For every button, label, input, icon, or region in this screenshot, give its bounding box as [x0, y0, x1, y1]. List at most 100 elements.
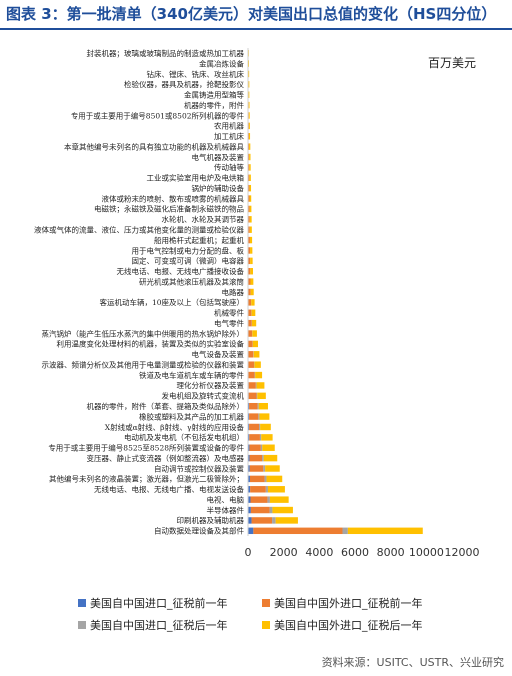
- bar-segment: [251, 319, 257, 327]
- legend-label: 美国自中国外进口_征税前一年: [274, 596, 423, 610]
- legend-swatch: [262, 599, 270, 607]
- bar-segment: [260, 444, 263, 451]
- bar-segment: [248, 319, 252, 327]
- category-label: X射线或α射线、β射线、γ射线的应用设备: [105, 422, 245, 432]
- bar-segment: [248, 184, 250, 192]
- category-label: 半导体器件: [207, 505, 245, 515]
- bar-segment: [248, 164, 250, 171]
- bar-segment: [248, 70, 250, 78]
- bar-segment: [248, 496, 251, 503]
- category-label: 变压器、静止式变流器（例如整流器）及电感器: [87, 453, 245, 463]
- bar-segment: [248, 216, 250, 223]
- bar-segment: [272, 517, 276, 524]
- bar-segment: [251, 309, 256, 316]
- category-label: 液体或粉末的喷射、散布或喷雾的机械器具: [102, 193, 245, 203]
- category-label: 电气零件: [214, 318, 244, 328]
- bar-segment: [259, 413, 270, 420]
- bar-segment: [249, 475, 265, 483]
- bar-segment: [265, 486, 268, 493]
- bar-segment: [272, 506, 293, 514]
- category-label: 电气机器及装置: [192, 152, 245, 162]
- category-label: 蒸汽锅炉（能产生低压水蒸汽的集中供暖用的热水锅炉除外）: [42, 328, 245, 338]
- category-label: 机器的零件，附件: [184, 100, 244, 110]
- bar-segment: [253, 527, 343, 535]
- bar-segment: [269, 506, 273, 514]
- bar-segment: [249, 236, 253, 244]
- legend-swatch: [78, 621, 86, 629]
- bar-segment: [254, 361, 261, 368]
- chart-title: 图表 3：第一批清单（340亿美元）对美国出口总值的变化（HS四分位）: [6, 5, 497, 23]
- bar-segment: [248, 288, 251, 296]
- bar-segment: [248, 247, 251, 254]
- bar-segment: [248, 60, 249, 67]
- bar-segment: [248, 486, 251, 493]
- category-label: 电动机及发电机（不包括发电机组）: [124, 432, 244, 442]
- bar-segment: [248, 268, 251, 275]
- bar-segment: [250, 288, 254, 296]
- bar-segment: [248, 351, 254, 358]
- category-label: 金属冶炼设备: [199, 58, 244, 68]
- category-label: 传动轴等: [214, 162, 244, 172]
- bar-segment: [262, 444, 275, 451]
- bar-segment: [249, 164, 251, 171]
- bar-segment: [248, 205, 250, 213]
- bar-segment: [249, 454, 263, 462]
- category-label: 农用机器: [214, 121, 244, 131]
- x-tick-label: 4000: [305, 546, 333, 559]
- legend-swatch: [78, 599, 86, 607]
- bar-segment: [257, 392, 266, 400]
- bar-segment: [269, 496, 289, 503]
- category-label: 电磁铁；永磁铁及磁化后准备制永磁铁的物品: [94, 204, 244, 214]
- bar-segment: [248, 382, 256, 389]
- category-label: 自动调节或控制仪器及装置: [154, 463, 244, 473]
- bar-segment: [248, 517, 252, 524]
- bar-segment: [248, 527, 254, 535]
- bar-segment: [248, 506, 251, 514]
- category-label: 船用桅杆式起重机；起重机: [154, 235, 244, 245]
- category-label: 工业或实验室用电炉及电烘箱: [147, 173, 245, 183]
- category-label: 电路器: [222, 287, 245, 297]
- legend-label: 美国自中国进口_征税前一年: [90, 596, 228, 610]
- category-label: 锅炉的辅助设备: [192, 183, 245, 193]
- x-axis-ticks: 0 2000 4000 6000 8000 10000 12000: [245, 546, 480, 559]
- category-label: 印刷机器及辅助机器: [177, 515, 245, 525]
- bar-segment: [264, 475, 267, 483]
- bar-segment: [252, 330, 257, 337]
- bar-segment: [249, 413, 259, 420]
- bar-segment: [248, 143, 250, 150]
- bar-segment: [248, 434, 250, 441]
- bar-segment: [248, 112, 250, 119]
- bar-segment: [253, 351, 260, 358]
- bar-segment: [258, 402, 268, 410]
- bar-segment: [256, 382, 265, 389]
- bar-segment: [256, 392, 258, 400]
- bar-segment: [265, 465, 280, 472]
- bar-segment: [249, 216, 252, 223]
- bar-segment: [248, 195, 250, 202]
- bar-segment: [248, 91, 250, 98]
- category-label: 机器的零件，附件（革套、提箱及类似品除外）: [87, 401, 245, 411]
- bar-segment: [342, 527, 348, 535]
- category-label: 示波器、频谱分析仪及其他用于电量测量或检验的仪器和装置: [42, 359, 245, 369]
- bar-segment: [248, 475, 250, 483]
- bar-segment: [250, 247, 253, 254]
- category-label: 其他编号未列名的液晶装置；激光器，但激光二极管除外；: [49, 474, 244, 484]
- bar-segment: [249, 465, 264, 472]
- bar-segment: [249, 195, 252, 202]
- bar-segment: [250, 496, 268, 503]
- bar-segment: [248, 81, 250, 88]
- bar-segment: [259, 423, 261, 431]
- legend: 美国自中国进口_征税前一年 美国自中国外进口_征税前一年美国自中国进口_征税后一年…: [78, 596, 423, 632]
- category-label: 电视、电脑: [207, 494, 245, 504]
- bar-segment: [263, 454, 278, 462]
- bar-segment: [267, 486, 285, 493]
- bar-segment: [248, 236, 250, 244]
- bar-segment: [250, 268, 253, 275]
- stacked-bar-chart: 百万美元 封装机器；玻璃或玻璃制品的制造或热加工机器金属冶炼设备钻床、镗床、铣床…: [34, 48, 480, 632]
- bar-segment: [258, 413, 260, 420]
- bar-segment: [250, 486, 266, 493]
- category-label: 加工机床: [214, 131, 244, 141]
- category-label: 无线电话、电报、无线电广播接收设备: [117, 266, 245, 276]
- bar-segment: [248, 454, 250, 462]
- category-label: 无线电话、电报、无线电广播、电视发送设备: [94, 484, 244, 494]
